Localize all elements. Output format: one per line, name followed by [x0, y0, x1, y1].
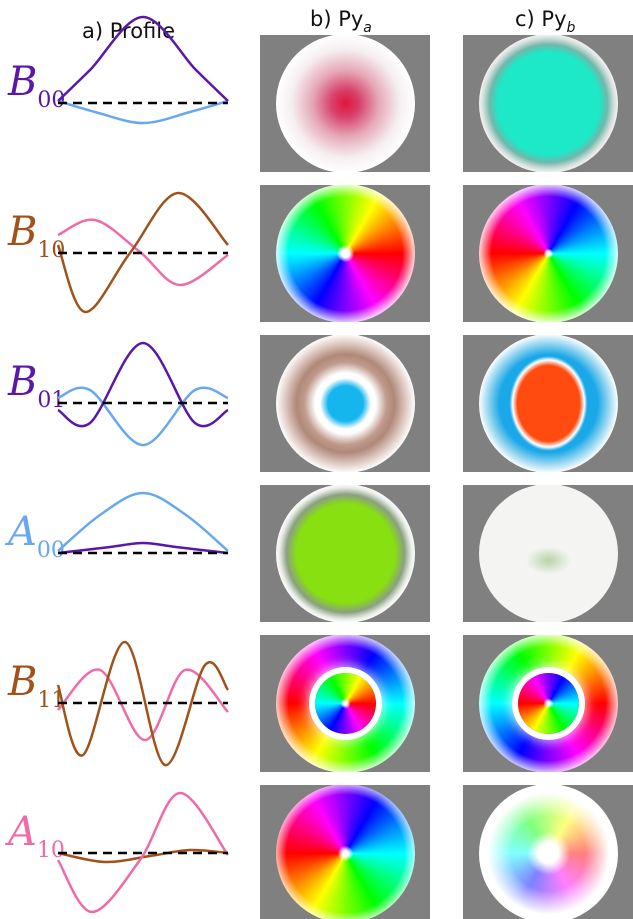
field-disk	[276, 785, 415, 919]
row-symbol: A	[4, 809, 37, 855]
row-label: A00	[4, 509, 65, 563]
row-symbol: B	[7, 359, 37, 405]
profile-curve	[56, 191, 229, 314]
row-subscript: 01	[37, 388, 65, 413]
profile-curve	[57, 541, 229, 555]
inner-disk	[517, 672, 580, 735]
field-panel	[260, 485, 430, 622]
field-disk	[276, 635, 415, 772]
field-disk	[276, 335, 415, 472]
row-label: B10	[7, 209, 65, 263]
row-symbol: B	[7, 209, 37, 255]
header-subscript: b	[567, 20, 576, 36]
column-header: c) Pyb	[515, 7, 576, 36]
profile-curve	[57, 99, 229, 125]
profile-curve	[57, 491, 229, 552]
field-panel	[463, 785, 633, 919]
field-panel	[260, 635, 430, 772]
field-panel	[463, 335, 633, 472]
profile-curve	[57, 341, 229, 428]
row-symbol: B	[7, 659, 37, 705]
field-panel	[463, 185, 633, 322]
column-header: b) Pya	[310, 7, 372, 36]
field-disk	[479, 335, 618, 472]
header-text: b) Py	[310, 7, 363, 31]
field-panel	[463, 35, 633, 172]
field-panel	[463, 635, 633, 772]
field-disk	[276, 35, 415, 172]
field-panel	[260, 785, 430, 919]
row-subscript: 10	[37, 838, 65, 863]
field-disk	[479, 185, 618, 322]
row-subscript: 00	[37, 88, 65, 113]
row-label: B01	[7, 359, 65, 413]
field-disk	[479, 485, 618, 622]
row-label: B00	[7, 59, 65, 113]
field-panel	[463, 485, 633, 622]
row-symbol: A	[4, 509, 37, 555]
field-disk	[276, 485, 415, 622]
row-symbol: B	[7, 59, 37, 105]
row-label: B11	[7, 659, 65, 713]
profile-curve	[57, 15, 229, 102]
profile-curve	[57, 848, 229, 864]
field-disk	[276, 185, 415, 322]
field-panel	[260, 185, 430, 322]
profile-curve	[56, 791, 230, 914]
profile-curve	[57, 218, 229, 287]
profile-curve	[57, 668, 229, 742]
field-disk	[479, 35, 618, 172]
profile-curve	[56, 640, 230, 767]
row-label: A10	[4, 809, 65, 863]
profile-curve	[57, 386, 229, 447]
inner-disk	[314, 672, 377, 735]
row-subscript: 00	[37, 538, 65, 563]
field-panel	[260, 35, 430, 172]
field-disk	[479, 635, 618, 772]
field-disk	[479, 785, 618, 919]
header-text: c) Py	[515, 7, 567, 31]
header-subscript: a	[363, 20, 372, 36]
field-panel	[260, 335, 430, 472]
